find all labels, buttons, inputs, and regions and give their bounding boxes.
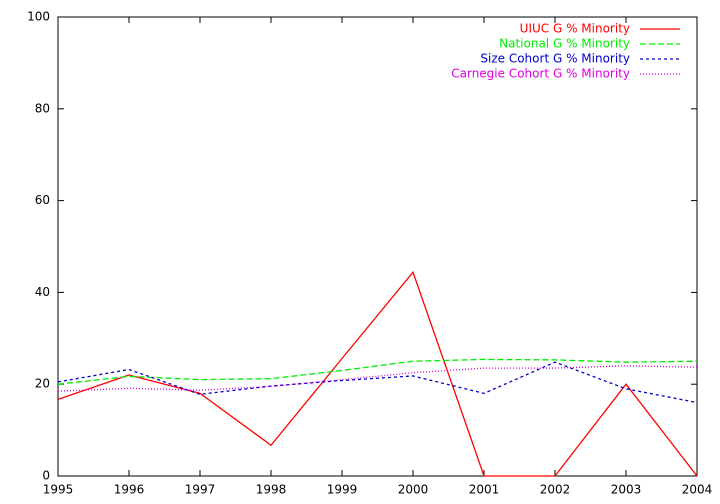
legend-label: Carnegie Cohort G % Minority [451, 67, 630, 81]
y-tick-label: 60 [35, 193, 50, 207]
x-tick-label: 2003 [611, 483, 642, 497]
x-tick-label: 1995 [43, 483, 74, 497]
y-tick-label: 0 [42, 469, 50, 483]
y-tick-label: 80 [35, 101, 50, 115]
series-line [57, 361, 698, 404]
x-tick-label: 1997 [185, 483, 216, 497]
x-tick-label: 1998 [256, 483, 287, 497]
x-tick-label: 1996 [114, 483, 145, 497]
legend-label: Size Cohort G % Minority [480, 52, 630, 66]
series-line [57, 358, 698, 385]
x-tick-label: 2001 [469, 483, 500, 497]
plot-frame [57, 16, 698, 477]
x-tick-label: 2000 [398, 483, 429, 497]
x-tick-label: 1999 [327, 483, 358, 497]
y-tick-label: 20 [35, 377, 50, 391]
legend-label: UIUC G % Minority [520, 22, 630, 36]
y-tick-label: 40 [35, 285, 50, 299]
series-line [57, 270, 698, 477]
x-tick-label: 2004 [682, 483, 713, 497]
legend-label: National G % Minority [499, 37, 630, 51]
y-tick-label: 100 [27, 10, 50, 24]
x-tick-label: 2002 [540, 483, 571, 497]
